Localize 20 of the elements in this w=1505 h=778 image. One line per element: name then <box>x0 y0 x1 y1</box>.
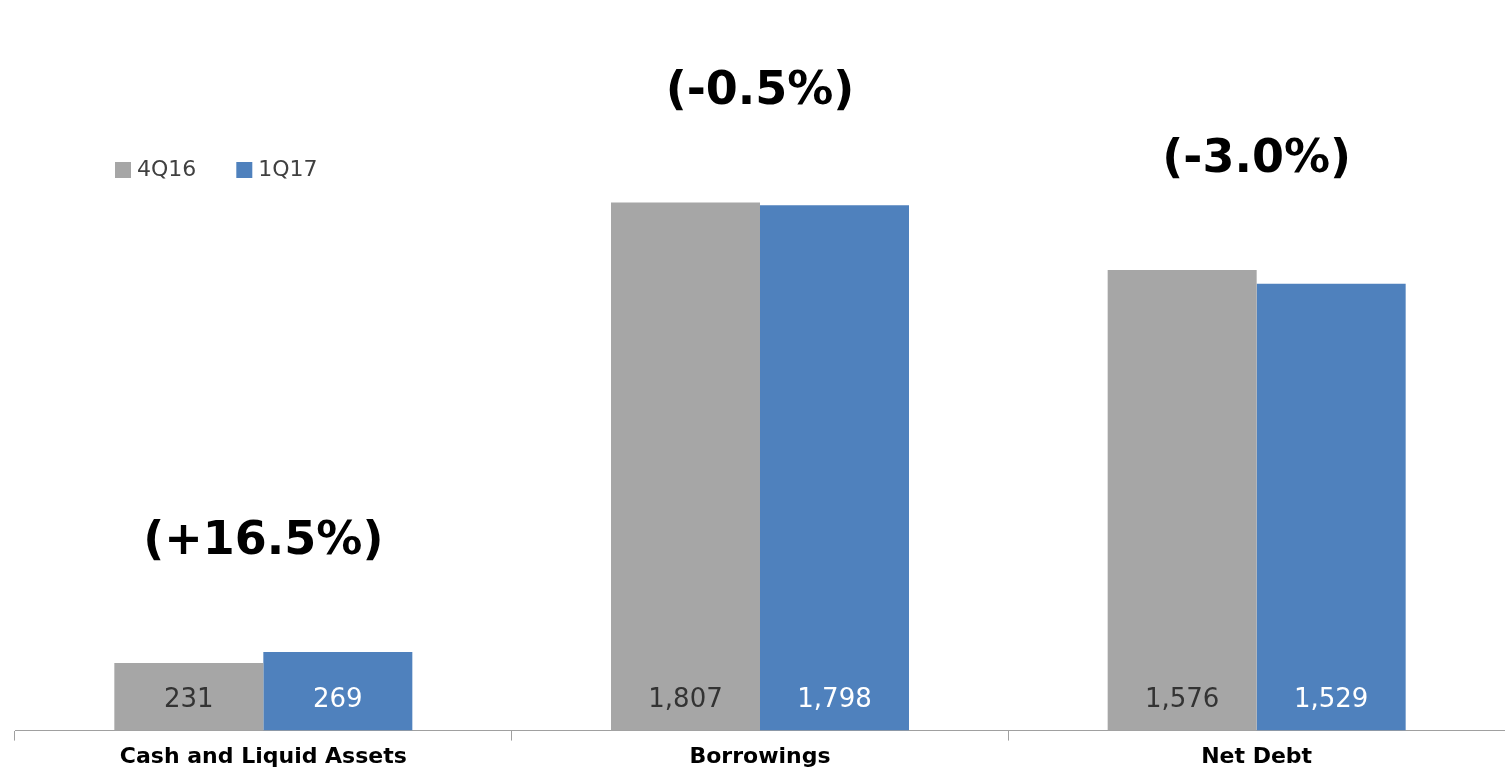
data-label: 1,798 <box>797 683 872 714</box>
annotation: (+16.5%) <box>143 510 384 565</box>
legend-label: 1Q17 <box>258 155 318 181</box>
bar <box>1256 283 1406 731</box>
data-label: 231 <box>164 683 214 714</box>
x-tick-label: Borrowings <box>689 742 831 768</box>
bar <box>760 205 909 731</box>
x-tick-label: Cash and Liquid Assets <box>119 742 407 768</box>
data-label: 1,807 <box>648 683 723 714</box>
data-label: 1,529 <box>1293 683 1369 714</box>
legend-label: 4Q16 <box>137 155 197 181</box>
data-label: 1,576 <box>1144 683 1220 714</box>
bar <box>263 651 413 731</box>
bar <box>1107 270 1257 731</box>
x-tick-label: Net Debt <box>1201 742 1313 768</box>
data-label: 269 <box>313 683 363 714</box>
bar <box>611 202 760 731</box>
text: (-3.0%) <box>1162 128 1352 183</box>
bar <box>114 663 264 731</box>
text: (-0.5%) <box>665 61 855 116</box>
